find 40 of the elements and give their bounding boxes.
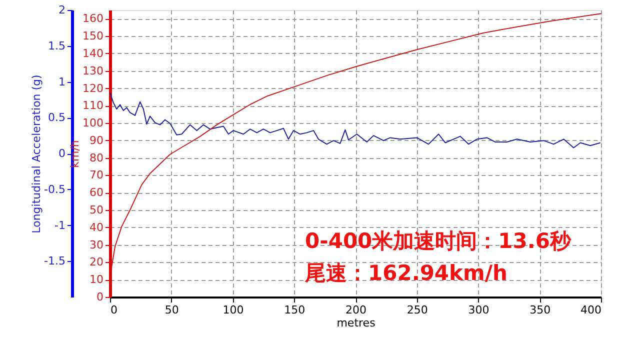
y2-tick-label: 150 [82,30,104,43]
y-tick-label: 0 [58,147,66,160]
y2-tick-label: 30 [90,238,104,252]
y2-tick-label: 120 [82,82,104,95]
y-tick-label: 2 [58,4,66,16]
line-series [110,92,601,148]
x-tick-label: 200 [346,304,366,316]
y2-tick-label: 80 [90,151,104,164]
y2-tick-label: 50 [90,204,104,217]
x-tick-label: 400 [580,304,602,316]
y2-tick-label: 140 [82,46,104,60]
x-tick-label: 150 [284,304,306,316]
y2-tick-label: 60 [90,186,104,200]
y2-tick-label: 0 [96,290,104,304]
y2-tick-label: 130 [82,64,104,78]
y-tick-label: -1 [54,218,66,232]
y-tick-label: 0.5 [48,111,66,124]
y2-tick-label: 110 [82,99,104,112]
y2-tick-label: 160 [82,12,104,26]
y-tick-label: 1.5 [48,39,66,52]
x-tick-label: 300 [468,304,490,316]
y-axis-title: Longitudinal Acceleration (g) [30,74,44,234]
y2-tick-label: 90 [90,134,104,147]
x-axis-title: metres [336,316,376,330]
y2-tick-label: 20 [90,256,104,269]
x-tick-label: 50 [164,304,179,316]
y-tick-label: -1.5 [44,254,66,268]
y-tick-label: -0.5 [44,182,66,196]
y2-tick-label: 10 [90,273,104,286]
annotation: 尾速：162.94km/h [304,261,508,285]
x-tick-label: 0 [110,304,118,316]
x-tick-label: 350 [530,304,551,316]
x-tick-label: 250 [406,304,428,316]
annotation: 0-400米加速时间：13.6秒 [305,229,572,253]
y-tick-label: 1 [58,75,66,88]
y2-tick-label: 40 [90,220,104,234]
y2-axis-title: km/h [68,140,82,168]
y2-tick-label: 100 [82,116,104,130]
x-tick-label: 100 [222,304,244,316]
y2-tick-label: 70 [90,168,104,182]
